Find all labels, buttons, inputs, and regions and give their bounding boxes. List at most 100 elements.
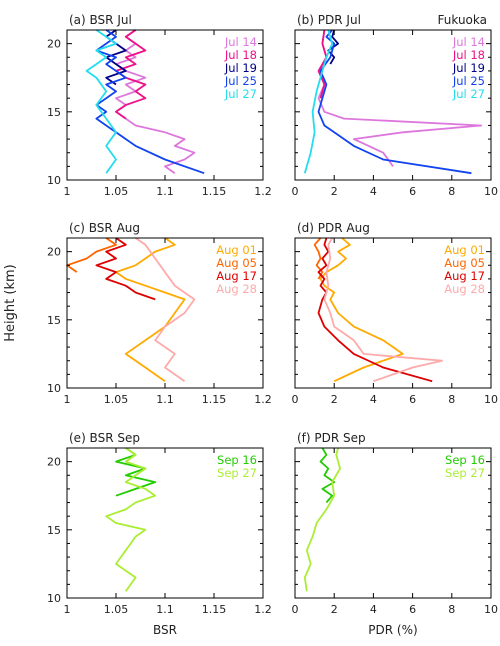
- legend-entry: Jul 14: [224, 35, 257, 49]
- x-tick-label: 1: [64, 603, 71, 616]
- x-tick-label: 2: [331, 603, 338, 616]
- series-line-3: [317, 237, 433, 383]
- legend-entry: Jul 25: [452, 74, 485, 88]
- legend-entry: Aug 05: [216, 256, 257, 270]
- x-tick-label: 0: [292, 185, 299, 198]
- x-tick-label: 1.1: [156, 393, 174, 406]
- panel-title: (a) BSR Jul: [69, 13, 132, 27]
- legend-entry: Sep 27: [217, 466, 257, 480]
- x-tick-label: 1.2: [254, 393, 272, 406]
- y-tick-label: 15: [47, 524, 61, 537]
- y-tick-label: 20: [47, 246, 61, 259]
- series-line-3: [95, 237, 156, 301]
- legend-entry: Aug 28: [216, 282, 257, 296]
- series-line-4: [323, 237, 443, 383]
- x-tick-label: 1.1: [156, 603, 174, 616]
- x-tick-label: 4: [370, 185, 377, 198]
- x-tick-label: 10: [484, 393, 498, 406]
- legend-entry: Jul 18: [452, 48, 485, 62]
- series-line-2: [66, 237, 117, 273]
- x-tick-label: 10: [484, 603, 498, 616]
- series-line-4: [135, 237, 196, 382]
- x-tick-label: 2: [331, 393, 338, 406]
- series-line-1: [115, 447, 157, 497]
- series-line-5: [303, 29, 334, 174]
- panel-title: (c) BSR Aug: [69, 221, 140, 235]
- legend-entry: Aug 17: [444, 269, 485, 283]
- x-axis-label: PDR (%): [368, 623, 417, 637]
- x-tick-label: 1: [64, 185, 71, 198]
- legend-entry: Aug 01: [444, 243, 485, 257]
- x-tick-label: 1.05: [104, 393, 129, 406]
- x-tick-label: 4: [370, 603, 377, 616]
- series-line-1: [115, 237, 186, 382]
- y-tick-label: 20: [47, 456, 61, 469]
- x-tick-label: 1.05: [104, 185, 129, 198]
- x-tick-label: 1.15: [202, 185, 227, 198]
- x-tick-label: 1.2: [254, 185, 272, 198]
- y-tick-label: 15: [47, 314, 61, 327]
- legend-entry: Aug 01: [216, 243, 257, 257]
- legend-entry: Aug 17: [216, 269, 257, 283]
- x-tick-label: 1.05: [104, 603, 129, 616]
- y-tick-label: 15: [47, 106, 61, 119]
- legend-entry: Jul 27: [224, 87, 257, 101]
- series-line-2: [105, 447, 157, 592]
- panel-5: 1 1.05 1.1 1.15 1.2 10 15 20 (e) BSR Sep Sep 16Se…: [47, 431, 272, 637]
- legend-entry: Jul 19: [452, 61, 485, 75]
- legend-entry: Aug 28: [444, 282, 485, 296]
- series-line-4: [317, 29, 472, 175]
- x-tick-label: 6: [409, 603, 416, 616]
- legend-entry: Jul 27: [452, 87, 485, 101]
- x-tick-label: 6: [409, 393, 416, 406]
- x-tick-label: 0: [292, 393, 299, 406]
- panel-title: (d) PDR Aug: [297, 221, 370, 235]
- panel-title: (e) BSR Sep: [69, 431, 140, 445]
- legend-entry: Sep 27: [445, 466, 485, 480]
- panel-title: (f) PDR Sep: [297, 431, 366, 445]
- plot-frame: [294, 447, 492, 599]
- x-tick-label: 10: [484, 185, 498, 198]
- series-line-2: [303, 447, 342, 592]
- x-tick-label: 1: [64, 393, 71, 406]
- plot-frame: [294, 29, 492, 181]
- x-tick-label: 6: [409, 185, 416, 198]
- legend-entry: Aug 05: [444, 256, 485, 270]
- y-tick-label: 20: [47, 38, 61, 51]
- legend-entry: Jul 18: [224, 48, 257, 62]
- legend-entry: Jul 25: [224, 74, 257, 88]
- x-tick-label: 1.2: [254, 603, 272, 616]
- legend-entry: Sep 16: [445, 453, 485, 467]
- series-line-4: [95, 29, 205, 175]
- y-tick-label: 10: [47, 592, 61, 605]
- x-tick-label: 8: [448, 185, 455, 198]
- y-tick-label: 10: [47, 174, 61, 187]
- plot-frame: [294, 237, 492, 389]
- series-line-1: [319, 237, 404, 383]
- y-tick-label: 10: [47, 382, 61, 395]
- series-line-2: [313, 237, 324, 280]
- x-tick-label: 1.1: [156, 185, 174, 198]
- x-tick-label: 1.15: [202, 603, 227, 616]
- x-tick-label: 1.15: [202, 393, 227, 406]
- x-tick-label: 4: [370, 393, 377, 406]
- legend-entry: Sep 16: [217, 453, 257, 467]
- x-axis-label: BSR: [153, 623, 177, 637]
- x-tick-label: 8: [448, 393, 455, 406]
- panel-title: (b) PDR Jul: [297, 13, 361, 27]
- x-tick-label: 8: [448, 603, 455, 616]
- legend-entry: Jul 19: [224, 61, 257, 75]
- series-line-1: [115, 29, 196, 174]
- series-line-1: [319, 447, 336, 504]
- legend-entry: Jul 14: [452, 35, 485, 49]
- series-line-2: [317, 29, 328, 99]
- x-tick-label: 0: [292, 603, 299, 616]
- panel-annotation: Fukuoka: [438, 13, 487, 27]
- x-tick-label: 2: [331, 185, 338, 198]
